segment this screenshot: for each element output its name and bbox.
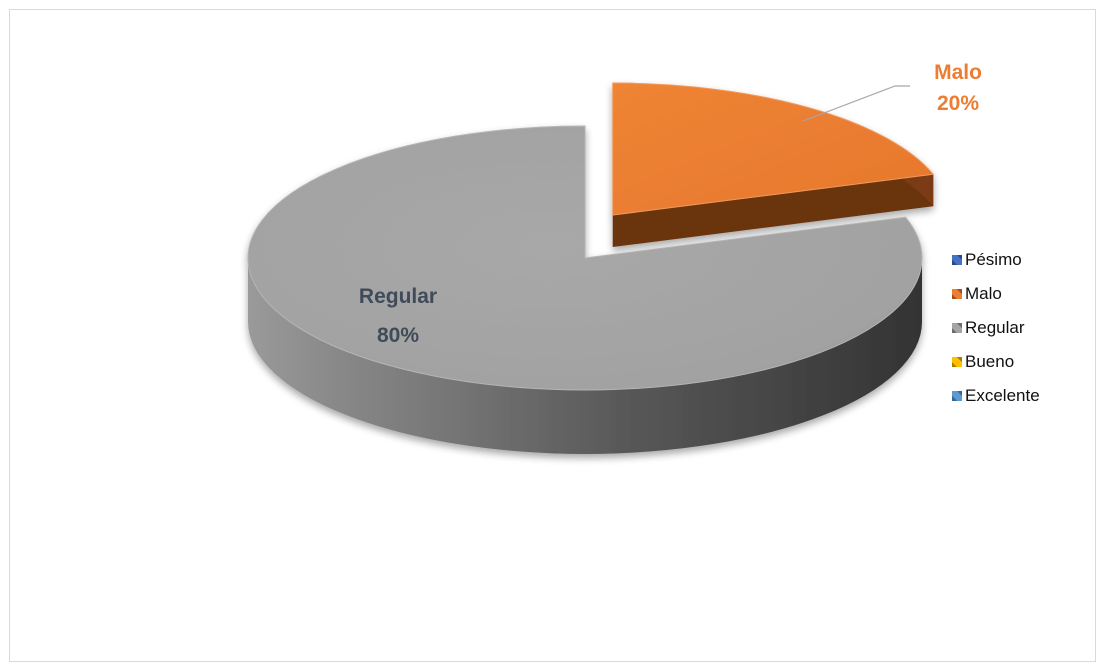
regular-slice [247, 125, 923, 391]
legend-key-regular [952, 323, 962, 333]
legend-key-malo [952, 289, 962, 299]
legend-key-excelente [952, 391, 962, 401]
malo-slice [612, 82, 935, 216]
legend-item-excelente[interactable]: Excelente [952, 379, 1040, 413]
legend-label: Regular [965, 318, 1025, 337]
legend-item-pesimo[interactable]: Pésimo [952, 243, 1040, 277]
malo-label-name: Malo [934, 61, 982, 84]
legend-key-bueno [952, 357, 962, 367]
regular-label-name: Regular [359, 285, 437, 308]
legend-item-bueno[interactable]: Bueno [952, 345, 1040, 379]
legend-label: Malo [965, 284, 1002, 303]
malo-slice-end-face [612, 174, 934, 248]
legend-key-pesimo [952, 255, 962, 265]
malo-label-value: 20% [937, 92, 979, 115]
regular-slice-side [248, 258, 922, 454]
legend-label: Pésimo [965, 250, 1022, 269]
legend-label: Excelente [965, 386, 1040, 405]
regular-label-value: 80% [377, 324, 419, 347]
legend-item-regular[interactable]: Regular [952, 311, 1040, 345]
legend-label: Bueno [965, 352, 1015, 371]
legend: Pésimo Malo Regular Bueno Excelente [952, 243, 1040, 413]
malo-leader-line [802, 85, 910, 122]
legend-item-malo[interactable]: Malo [952, 277, 1040, 311]
